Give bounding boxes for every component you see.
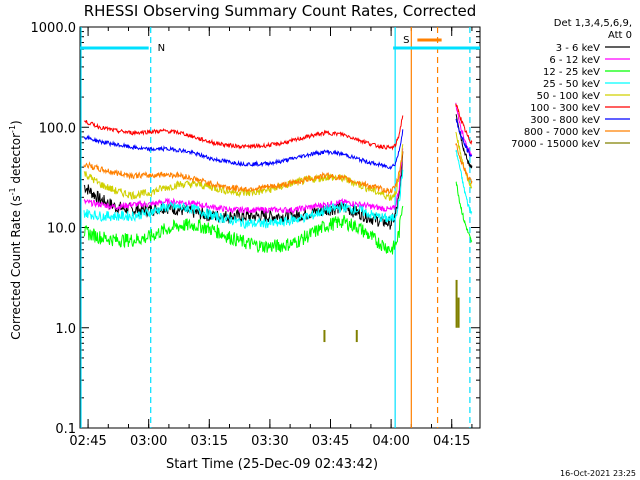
legend-label: 3 - 6 keV — [556, 43, 600, 54]
y-tick-label: 1.0 — [55, 322, 76, 337]
x-tick-label: 04:15 — [433, 434, 470, 449]
legend-label: 6 - 12 keV — [549, 55, 600, 66]
x-tick-label: 03:15 — [191, 434, 228, 449]
x-tick-label: 03:30 — [251, 434, 288, 449]
series-line — [455, 103, 473, 145]
chart-title: RHESSI Observing Summary Count Rates, Co… — [84, 2, 477, 20]
x-tick-label: 03:00 — [130, 434, 167, 449]
flag-label: N — [158, 43, 165, 54]
series-line — [455, 102, 473, 156]
series-line — [455, 118, 473, 158]
series-line — [83, 169, 404, 229]
series-line — [455, 143, 473, 184]
series-line — [83, 151, 404, 195]
series-line — [83, 205, 404, 255]
legend-label: 12 - 25 keV — [543, 67, 600, 78]
timestamp: 16-Oct-2021 23:25 — [560, 469, 636, 478]
y-tick-label: 1000.0 — [31, 21, 77, 36]
x-axis-label: Start Time (25-Dec-09 02:43:42) — [166, 457, 378, 472]
y-tick-label: 10.0 — [47, 222, 76, 237]
x-tick-label: 04:00 — [372, 434, 409, 449]
y-tick-label: 0.1 — [55, 422, 76, 437]
series-line — [455, 114, 473, 169]
legend-header-2: Att 0 — [608, 30, 632, 41]
series-line — [83, 148, 404, 215]
legend-label: 50 - 100 keV — [537, 91, 601, 102]
legend-header-1: Det 1,3,4,5,6,9, — [554, 18, 632, 29]
x-tick-label: 03:45 — [312, 434, 349, 449]
flag-label: S — [403, 35, 409, 46]
series-line — [455, 181, 473, 244]
plot-area: 0.1 1.0 10.0 100.0 1000.0 02:45 03:00 03:15 03:3… — [31, 21, 481, 449]
legend-label: 800 - 7000 keV — [524, 127, 600, 138]
x-tick-label: 02:45 — [69, 434, 106, 449]
legend-label: 25 - 50 keV — [543, 79, 600, 90]
plot-frame — [79, 26, 481, 429]
legend-label: 100 - 300 keV — [530, 103, 600, 114]
y-axis-label: Corrected Count Rate (s-1 detector-1) — [8, 120, 23, 339]
legend-label: 7000 - 15000 keV — [511, 139, 600, 150]
series-line — [455, 149, 473, 215]
series-line — [83, 129, 404, 171]
y-tick-label: 100.0 — [39, 121, 76, 136]
series-line — [83, 115, 404, 151]
legend-label: 300 - 800 keV — [530, 115, 600, 126]
